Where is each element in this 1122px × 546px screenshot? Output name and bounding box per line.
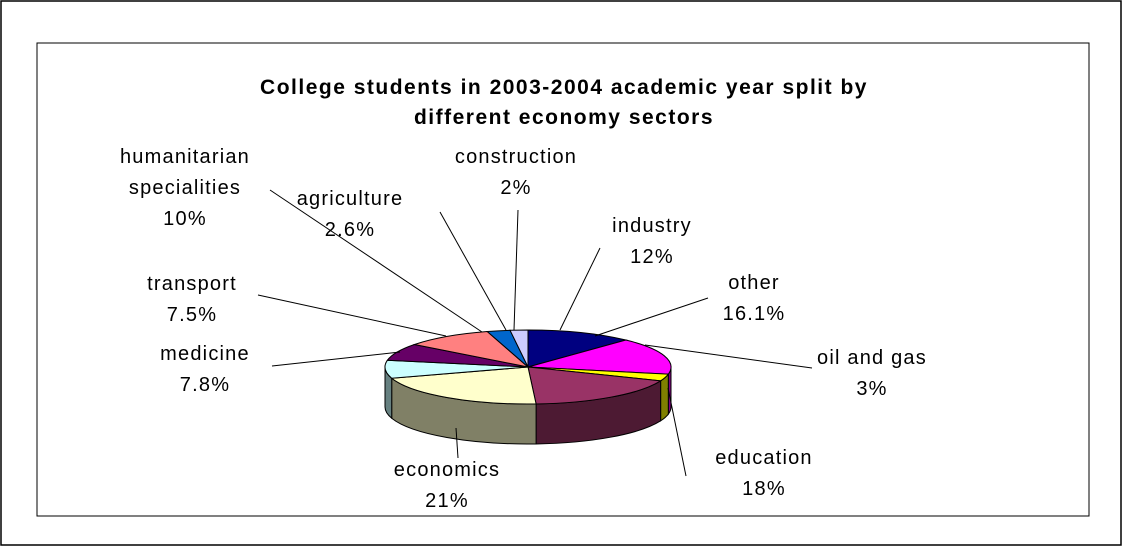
slice-label-construction: construction: [455, 146, 577, 168]
pie-slice-humanitarian-specialities: [412, 331, 530, 368]
leader-line-construction: [513, 209, 519, 331]
pie-slice-construction: [509, 329, 529, 368]
leader-line-economics: [455, 427, 459, 459]
pie-top: [384, 329, 672, 405]
leader-line-agriculture: [439, 211, 507, 331]
pie-slice-industry: [527, 329, 628, 368]
slice-label-industry: industry: [612, 215, 692, 237]
slice-value-economics: 21%: [425, 490, 469, 512]
pie-slice-economics: [390, 366, 537, 405]
slice-label-oil-and-gas: oil and gas: [817, 347, 927, 369]
slice-value-agriculture: 2.6%: [325, 219, 375, 241]
pie-slice-other: [527, 339, 672, 375]
slice-label-humanitarian-specialities-line-2: specialities: [129, 177, 241, 199]
slice-value-other: 16.1%: [723, 303, 786, 325]
slice-label-education: education: [715, 447, 813, 469]
slice-label-humanitarian-specialities-line-1: humanitarian: [120, 146, 250, 168]
pie-side: [384, 366, 672, 445]
slice-label-economics: economics: [394, 459, 500, 481]
leader-line-transport: [257, 294, 447, 337]
chart-title-line-1: College students in 2003-2004 academic y…: [260, 76, 868, 99]
slice-labels: industry 12% other 16.1% oil and gas 3% educat…: [120, 146, 927, 512]
slice-label-agriculture: agriculture: [297, 188, 404, 210]
slice-value-transport: 7.5%: [167, 304, 217, 326]
slice-label-transport: transport: [147, 273, 237, 295]
leader-line-humanitarian-specialities: [269, 189, 483, 333]
slice-label-medicine: medicine: [160, 343, 250, 365]
leader-lines: [257, 189, 813, 477]
slice-value-medicine: 7.8%: [180, 374, 230, 396]
leader-line-industry: [559, 247, 601, 331]
leader-line-other: [594, 297, 709, 337]
slice-label-other: other: [728, 272, 780, 294]
chart-title-line-2: different economy sectors: [414, 106, 714, 129]
slice-value-education: 18%: [742, 478, 786, 500]
leader-line-oil-and-gas: [644, 344, 813, 369]
slice-value-construction: 2%: [500, 177, 531, 199]
leader-line-medicine: [271, 351, 401, 367]
pie-side-oil-and-gas: [660, 372, 669, 422]
pie-slice-education: [527, 366, 663, 405]
slice-value-humanitarian-specialities: 10%: [163, 208, 207, 230]
slice-value-oil-and-gas: 3%: [856, 378, 887, 400]
leader-line-education: [667, 387, 687, 477]
slice-value-industry: 12%: [630, 246, 674, 268]
